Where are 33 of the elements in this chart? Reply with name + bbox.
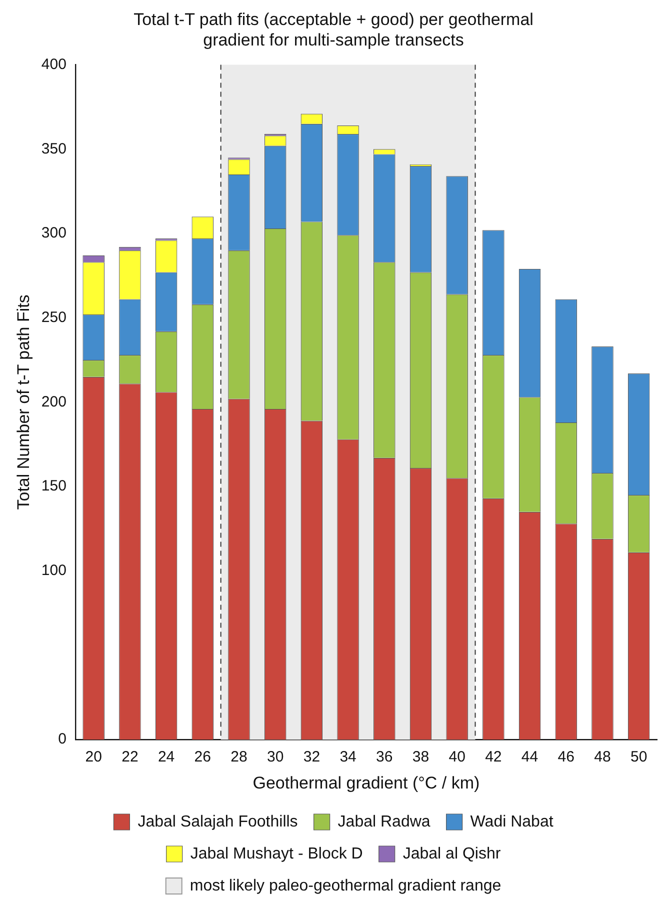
y-tick-label: 350 <box>41 140 66 158</box>
chart-title: Total t-T path fits (acceptable + good) per geothermal gradient for multi-sample transects <box>134 10 534 50</box>
y-tick-label: 250 <box>41 308 66 326</box>
x-tick-label: 40 <box>448 748 466 766</box>
x-tick-label: 46 <box>558 748 574 766</box>
x-tick-label: 22 <box>122 748 138 766</box>
x-tick-label: 44 <box>521 748 538 766</box>
x-tick-label: 32 <box>303 748 320 766</box>
x-tick-label: 50 <box>630 748 648 766</box>
x-tick-label: 20 <box>85 748 102 766</box>
legend-label: Jabal Salajah Foothills <box>138 813 298 830</box>
y-tick-label: 100 <box>41 562 66 580</box>
x-tick-label: 26 <box>194 748 211 766</box>
y-tick-label: 0 <box>58 730 66 748</box>
x-tick-label: 24 <box>158 748 175 766</box>
y-axis-title: Total Number of t-T path Fits <box>14 294 33 510</box>
y-tick-label: 150 <box>41 478 66 495</box>
legend-label: Wadi Nabat <box>470 813 554 830</box>
x-tick-label: 34 <box>340 748 356 766</box>
x-axis-title: Geothermal gradient (°C / km) <box>252 773 480 792</box>
x-tick-label: 36 <box>376 748 393 766</box>
y-tick-label: 200 <box>41 393 66 410</box>
legend-label: Jabal al Qishr <box>402 845 502 862</box>
legend-label: most likely paleo-geothermal gradient range <box>190 877 502 894</box>
x-tick-label: 28 <box>230 748 248 766</box>
y-tick-label: 300 <box>41 224 66 242</box>
x-tick-label: 42 <box>485 748 502 766</box>
legend-label: Jabal Mushayt - Block D <box>190 845 363 862</box>
y-tick-label: 400 <box>41 56 66 73</box>
x-tick-label: 48 <box>594 748 611 766</box>
legend-label: Jabal Radwa <box>338 813 430 830</box>
x-tick-label: 38 <box>412 748 430 766</box>
x-tick-label: 30 <box>267 748 284 766</box>
